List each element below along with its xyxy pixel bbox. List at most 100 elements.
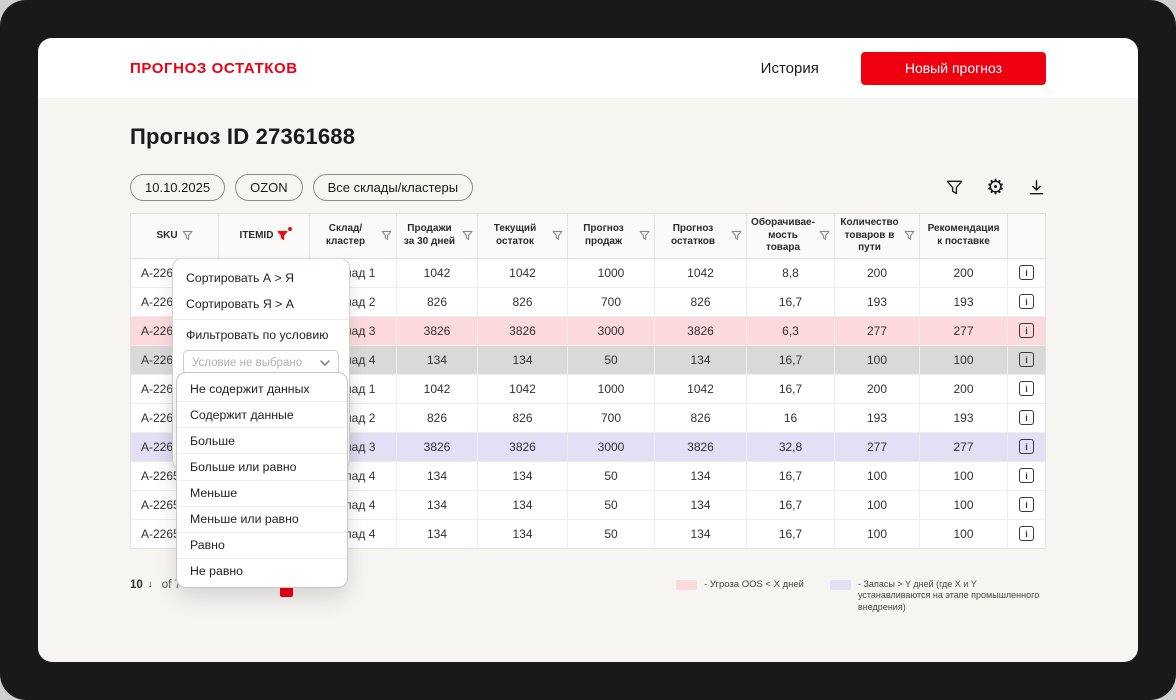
table-cell: 134	[397, 519, 478, 548]
column-label: ITEMID	[239, 229, 274, 241]
pagination-current-page[interactable]	[280, 585, 293, 597]
condition-option[interactable]: Больше или равно	[177, 453, 347, 479]
filter-chip[interactable]: OZON	[235, 174, 303, 201]
info-icon[interactable]: i	[1019, 468, 1034, 483]
column-label: SKU	[156, 229, 178, 241]
table-cell: 16,7	[747, 287, 835, 316]
legend-item: - Запасы > Y дней (где X и Y устанавлива…	[830, 579, 1046, 614]
condition-option[interactable]: Не равно	[177, 557, 347, 584]
table-cell: 100	[835, 519, 920, 548]
app-window: ПРОГНОЗ ОСТАТКОВ История Новый прогноз П…	[38, 38, 1138, 662]
column-filter-icon[interactable]	[277, 227, 293, 241]
column-header[interactable]: ITEMID	[219, 214, 310, 258]
toolbar: 10.10.2025 OZON Все склады/кластеры ⚙	[130, 174, 1046, 201]
condition-options-menu: Не содержит данных Содержит данные Больше Б…	[176, 372, 348, 588]
column-filter-icon[interactable]	[731, 230, 742, 241]
table-cell: 826	[478, 403, 568, 432]
history-link[interactable]: История	[760, 59, 819, 77]
chevron-down-icon	[320, 359, 330, 366]
filter-chip[interactable]: Все склады/кластеры	[312, 174, 474, 201]
condition-option[interactable]: Равно	[177, 531, 347, 558]
column-header[interactable]: Склад/кластер	[310, 214, 397, 258]
table-cell: 826	[397, 287, 478, 316]
table-cell: 193	[835, 403, 920, 432]
info-icon[interactable]: i	[1019, 323, 1034, 338]
column-filter-icon[interactable]	[462, 230, 473, 241]
column-filter-icon[interactable]	[381, 230, 392, 241]
condition-option[interactable]: Меньше или равно	[177, 505, 347, 532]
table-cell: 16,7	[747, 490, 835, 519]
column-filter-icon[interactable]	[639, 230, 650, 241]
column-filter-icon[interactable]	[552, 230, 563, 241]
table-cell: 16,7	[747, 461, 835, 490]
info-icon[interactable]: i	[1019, 381, 1034, 396]
table-cell: 6,3	[747, 316, 835, 345]
info-icon[interactable]: i	[1019, 294, 1034, 309]
column-filter-icon[interactable]	[819, 230, 830, 241]
column-label: Склад/кластер	[325, 223, 366, 247]
table-actions: ⚙	[945, 177, 1046, 198]
column-header[interactable]: SKU	[131, 214, 219, 258]
column-header-info[interactable]	[1008, 214, 1045, 258]
table-cell: 826	[655, 403, 747, 432]
table-cell: 134	[397, 345, 478, 374]
menu-item-filter-by-condition[interactable]: Фильтровать по условию	[186, 328, 329, 342]
table-cell-info: i	[1008, 433, 1045, 461]
table-cell: 134	[478, 490, 568, 519]
table-cell: 200	[835, 258, 920, 287]
column-header[interactable]: Рекомендация к поставке	[920, 214, 1008, 258]
download-icon[interactable]	[1027, 178, 1046, 197]
table-cell-info: i	[1008, 346, 1045, 374]
new-forecast-button[interactable]: Новый прогноз	[860, 51, 1046, 85]
table-cell: 134	[655, 461, 747, 490]
info-icon[interactable]: i	[1019, 439, 1034, 454]
table-cell: 700	[568, 287, 655, 316]
table-cell: 100	[835, 490, 920, 519]
table-cell: 3826	[655, 432, 747, 461]
condition-option[interactable]: Меньше	[177, 479, 347, 506]
info-icon[interactable]: i	[1019, 265, 1034, 280]
table-cell: 50	[568, 345, 655, 374]
table-cell: 50	[568, 490, 655, 519]
column-header[interactable]: Прогноз продаж	[568, 214, 655, 258]
info-icon[interactable]: i	[1019, 410, 1034, 425]
table-cell: 277	[835, 316, 920, 345]
info-icon[interactable]: i	[1019, 526, 1034, 541]
page-size-select[interactable]: 10 ↓ of 7	[130, 579, 181, 591]
info-icon[interactable]: i	[1019, 497, 1034, 512]
table-cell: 200	[920, 374, 1008, 403]
gear-icon[interactable]: ⚙	[986, 176, 1005, 199]
column-header[interactable]: Текущий остаток	[478, 214, 568, 258]
table-cell: 8,8	[747, 258, 835, 287]
table-cell: 1042	[397, 258, 478, 287]
table-cell: 826	[478, 287, 568, 316]
condition-option[interactable]: Не содержит данных	[190, 381, 310, 396]
menu-item-sort-desc[interactable]: Сортировать Я > А	[186, 297, 294, 311]
filter-chip[interactable]: 10.10.2025	[130, 174, 226, 201]
column-filter-icon[interactable]	[182, 230, 193, 241]
column-label: Текущий остаток	[493, 223, 537, 247]
column-filter-icon[interactable]	[904, 230, 915, 241]
table-cell: 50	[568, 519, 655, 548]
condition-option[interactable]: Больше	[177, 427, 347, 453]
column-label: Прогноз остатков	[670, 223, 716, 247]
table-cell: 134	[478, 519, 568, 548]
table-cell-info: i	[1008, 288, 1045, 316]
table-cell: 3826	[478, 432, 568, 461]
column-header[interactable]: Оборачивае-мость товара	[747, 214, 835, 258]
condition-select-placeholder: Условие не выбрано	[192, 356, 303, 369]
info-icon[interactable]: i	[1019, 352, 1034, 367]
menu-item-sort-asc[interactable]: Сортировать А > Я	[186, 271, 294, 285]
condition-option[interactable]: Содержит данные	[177, 401, 347, 427]
table-cell: 3826	[397, 432, 478, 461]
table-cell: 3000	[568, 432, 655, 461]
column-header[interactable]: Прогноз остатков	[655, 214, 747, 258]
funnel-icon[interactable]	[945, 178, 964, 197]
topbar: ПРОГНОЗ ОСТАТКОВ История Новый прогноз	[38, 38, 1138, 98]
table-cell: 100	[920, 490, 1008, 519]
table-cell: 826	[397, 403, 478, 432]
column-label: Оборачивае-мость товара	[751, 217, 815, 253]
column-header[interactable]: Количество товаров в пути	[835, 214, 920, 258]
column-header[interactable]: Продажи за 30 дней	[397, 214, 478, 258]
table-cell: 200	[920, 258, 1008, 287]
